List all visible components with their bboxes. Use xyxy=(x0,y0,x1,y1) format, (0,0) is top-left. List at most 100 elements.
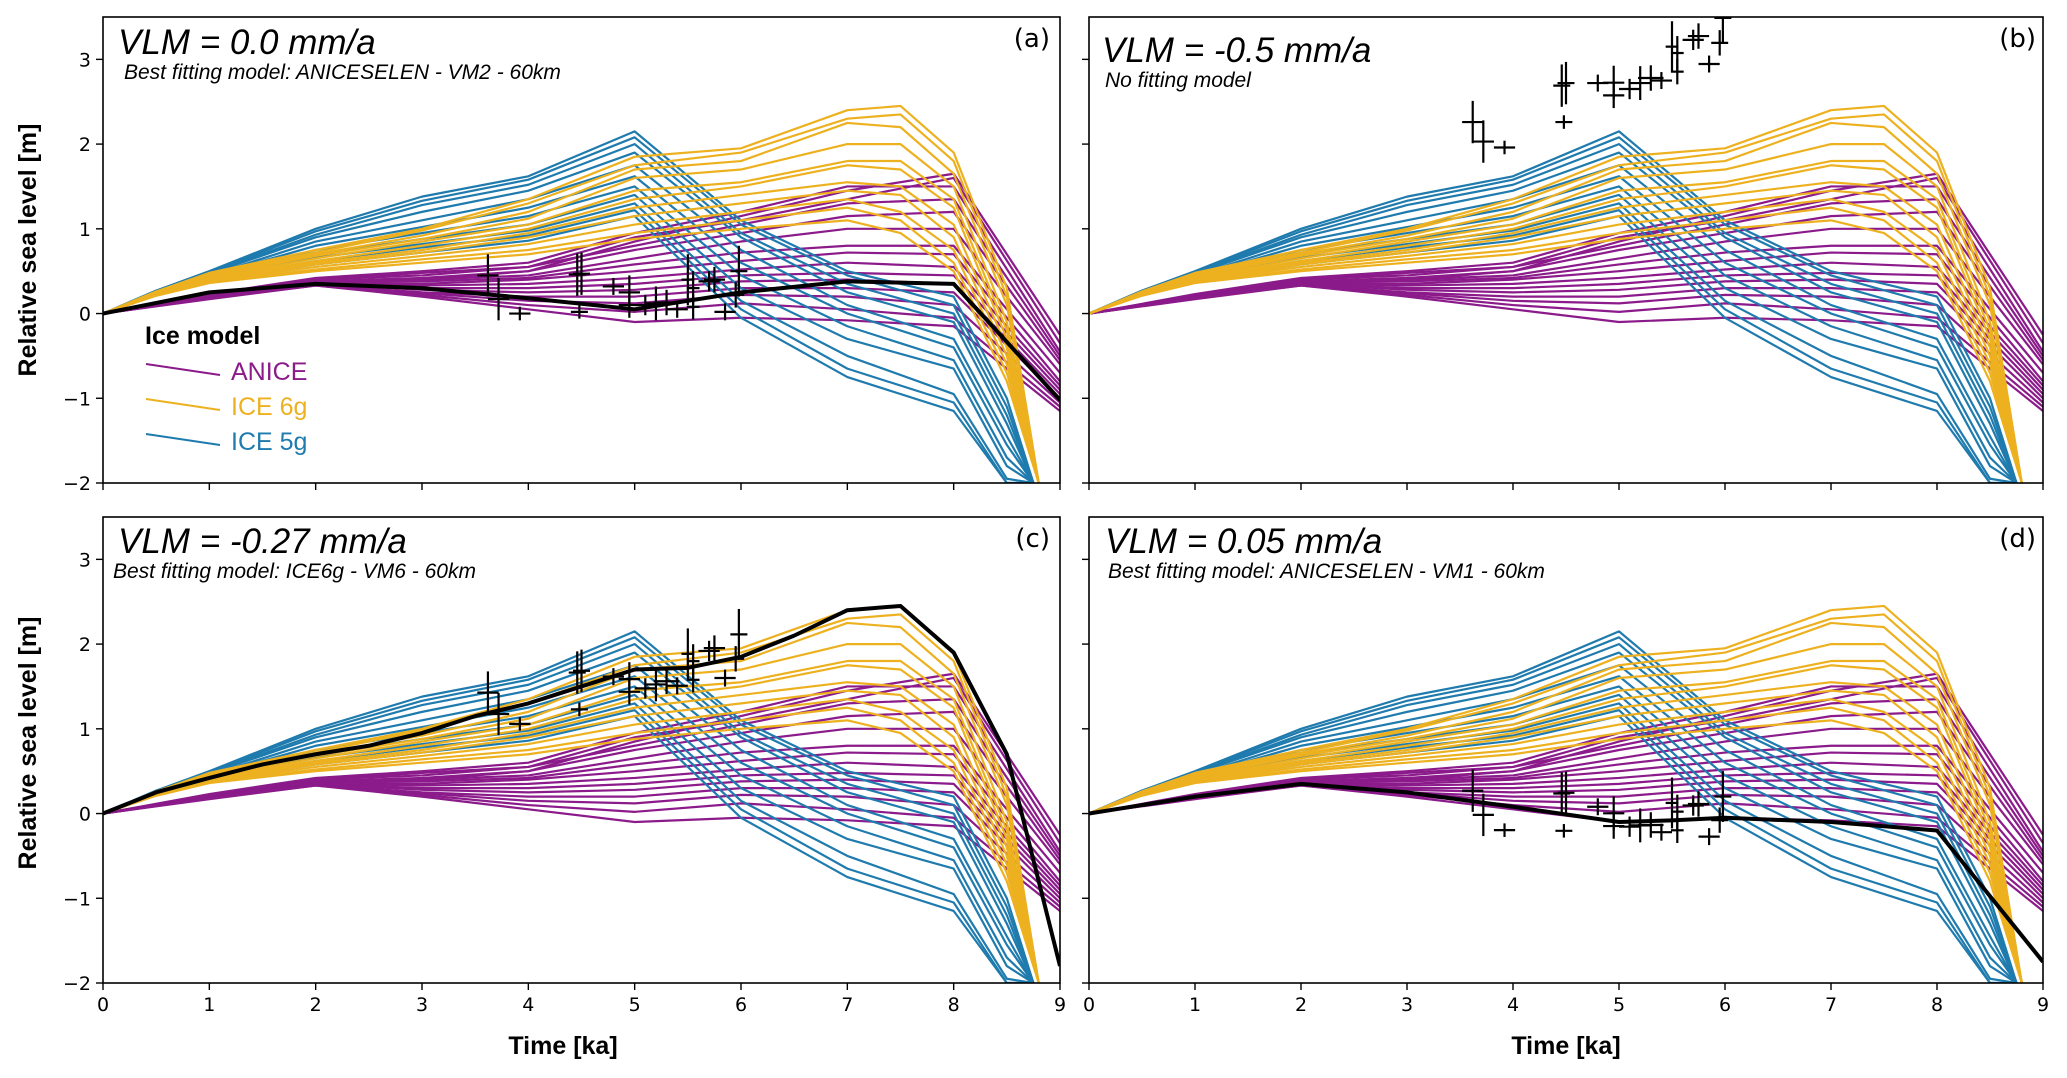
model-curve-ice5g xyxy=(1089,693,2018,983)
observation-point xyxy=(1638,65,1664,91)
model-curve-ice6g xyxy=(1089,689,2023,983)
x-tick-label: 2 xyxy=(1295,994,1307,1016)
x-tick-label: 1 xyxy=(203,994,215,1016)
observation-point xyxy=(1462,769,1484,812)
best-fit-caption: Best fitting model: ANICESELEN - VM1 - 6… xyxy=(1108,560,1545,583)
y-tick-label: 2 xyxy=(79,134,91,156)
model-curve-ice6g xyxy=(1089,621,2023,983)
x-tick-label: 9 xyxy=(2037,994,2049,1016)
observation-point xyxy=(1698,55,1720,73)
observation-point xyxy=(602,668,625,686)
panel-letter: (a) xyxy=(1014,24,1050,54)
y-tick-label: 1 xyxy=(79,719,91,741)
observation-point xyxy=(1603,82,1625,109)
model-curve-anice xyxy=(1089,698,2043,857)
observation-point xyxy=(703,266,726,293)
observation-point xyxy=(1638,812,1664,838)
model-curve-ice6g xyxy=(1089,181,2023,483)
observation-point xyxy=(686,667,700,693)
model-curve-ice6g xyxy=(103,698,1040,983)
model-curve-anice xyxy=(103,784,1060,912)
observation-point xyxy=(1557,61,1575,105)
model-curve-ice6g xyxy=(1089,121,2023,483)
model-curve-ice6g xyxy=(1089,681,2023,983)
observation-point xyxy=(1670,58,1684,85)
observation-point xyxy=(714,669,736,687)
plot-area-d xyxy=(1089,604,2043,983)
observation-point xyxy=(570,702,588,717)
model-curve-ice6g xyxy=(103,681,1040,983)
observation-point xyxy=(1462,100,1484,144)
observation-point xyxy=(477,254,499,297)
observation-point xyxy=(666,300,688,318)
panel-c: Relative sea level [m] 0 1 2 3 4 5 6 7 8 9 −2 −1 0 1 2… xyxy=(14,516,1066,1060)
observation-point xyxy=(568,651,586,694)
observation-point xyxy=(1714,17,1732,44)
observation-point xyxy=(1687,791,1710,817)
model-curve-ice6g xyxy=(103,613,1040,983)
observation-point xyxy=(1555,824,1573,838)
observation-point xyxy=(572,649,591,692)
plot-area-c xyxy=(103,603,1060,983)
plot-area-b xyxy=(1089,17,2043,483)
best-fit-line xyxy=(1089,781,2043,964)
x-tick-label: 3 xyxy=(1401,994,1413,1016)
observation-point xyxy=(570,305,588,319)
axes-frame xyxy=(102,16,1061,484)
observation-point xyxy=(1493,140,1516,155)
model-curve-ice6g xyxy=(103,719,1040,983)
model-curve-ice6g xyxy=(1089,642,2023,983)
panel-d: 0 1 2 3 4 5 6 7 8 9 VLM = 0.05 mm/a Best fitting … xyxy=(1082,516,2049,1060)
legend-label-ice5g: ICE 5g xyxy=(231,428,307,456)
observation-point xyxy=(1553,64,1571,107)
observation-point xyxy=(645,667,667,702)
model-curve-ice6g xyxy=(103,621,1040,983)
axes-frame xyxy=(102,516,1061,984)
x-tick-label: 8 xyxy=(948,994,960,1016)
observation-point xyxy=(1629,66,1651,101)
best-fit-caption: No fitting model xyxy=(1105,69,1252,92)
y-tick-label: 0 xyxy=(79,304,91,326)
plot-area-a xyxy=(103,104,1060,483)
x-tick-label: 0 xyxy=(97,994,109,1016)
observation-point xyxy=(1670,817,1684,843)
observation-point xyxy=(487,277,510,321)
observation-point xyxy=(1557,771,1575,814)
observation-point xyxy=(1711,30,1729,56)
x-tick-label: 8 xyxy=(1931,994,1943,1016)
x-tick-label: 1 xyxy=(1189,994,1201,1016)
x-axis-label: Time [ka] xyxy=(508,1032,617,1060)
model-curve-anice xyxy=(1089,198,2043,357)
model-curve-ice6g xyxy=(1089,698,2023,983)
vlm-title: VLM = 0.05 mm/a xyxy=(1105,522,1382,561)
observation-point xyxy=(1493,823,1516,837)
model-curve-ice5g xyxy=(103,693,1035,983)
x-tick-label: 3 xyxy=(416,994,428,1016)
model-curve-ice6g xyxy=(1089,142,2023,483)
observation-point xyxy=(487,692,510,736)
legend-label-anice: ANICE xyxy=(231,358,307,386)
y-tick-label: 2 xyxy=(79,634,91,656)
panel-letter: (c) xyxy=(1015,524,1050,554)
observation-point xyxy=(698,640,720,662)
observation-point xyxy=(653,668,680,694)
observation-point xyxy=(730,608,748,660)
observation-point xyxy=(1711,807,1729,833)
observation-point xyxy=(1587,798,1609,816)
legend-line-ice6g xyxy=(145,398,221,411)
legend-label-ice6g: ICE 6g xyxy=(231,393,307,421)
x-axis-label: Time [ka] xyxy=(1511,1032,1620,1060)
observation-point xyxy=(1472,793,1494,837)
y-axis-label: Relative sea level [m] xyxy=(14,617,42,870)
observation-point xyxy=(686,294,700,320)
model-curve-anice xyxy=(103,284,1060,412)
panel-a: Relative sea level [m] −2 −1 0 1 2 3 VLM = 0.… xyxy=(14,16,1061,495)
observation-point xyxy=(618,679,640,705)
model-curve-ice5g xyxy=(1089,193,2018,483)
x-tick-label: 4 xyxy=(522,994,534,1016)
x-tick-label: 7 xyxy=(1825,994,1837,1016)
observation-point xyxy=(1650,72,1672,90)
x-tick-label: 7 xyxy=(841,994,853,1016)
model-curve-ice6g xyxy=(1089,613,2023,983)
